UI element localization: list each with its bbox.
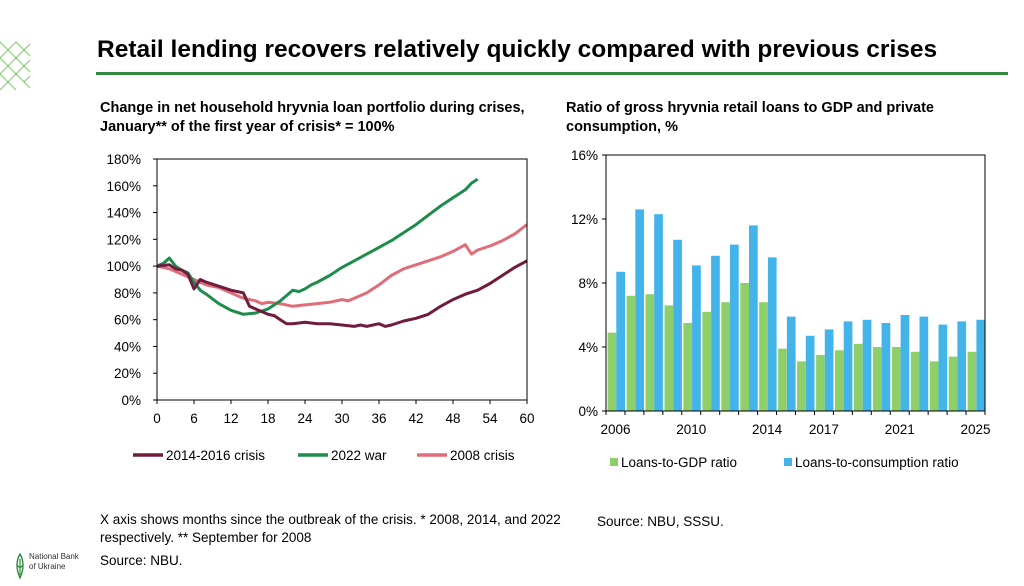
page-title: Retail lending recovers relatively quick… xyxy=(97,36,938,63)
right-chart-source: Source: NBU, SSSU. xyxy=(597,514,724,529)
bar-gdp-2020 xyxy=(872,347,882,411)
x-tick-label: 12 xyxy=(223,411,238,426)
x-tick-label: 2017 xyxy=(809,422,839,437)
x-tick-label: 2010 xyxy=(676,422,706,437)
bar-gdp-2008 xyxy=(645,294,655,411)
bar-consumption-2015 xyxy=(786,316,796,411)
left-chart-source: Source: NBU. xyxy=(100,553,183,568)
y-tick-label: 140% xyxy=(106,206,141,221)
y-tick-label: 160% xyxy=(106,179,141,194)
x-tick-label: 2006 xyxy=(600,422,630,437)
line-series-2 xyxy=(156,223,528,308)
y-tick-label: 16% xyxy=(571,148,598,163)
y-tick-label: 100% xyxy=(106,259,141,274)
bar-consumption-2025 xyxy=(976,319,986,411)
bar-gdp-2007 xyxy=(626,295,636,411)
x-tick-label: 54 xyxy=(482,411,498,426)
bar-consumption-2016 xyxy=(805,335,815,411)
x-tick-label: 2014 xyxy=(752,422,783,437)
left-chart-title: Change in net household hryvnia loan por… xyxy=(100,100,525,135)
bar-gdp-2016 xyxy=(797,361,806,411)
x-tick-label: 36 xyxy=(371,411,386,426)
bar-consumption-2010 xyxy=(692,265,701,411)
bar-gdp-2014 xyxy=(759,302,768,411)
bar-gdp-2011 xyxy=(702,311,712,411)
x-tick-label: 2021 xyxy=(885,422,915,437)
bar-consumption-2022 xyxy=(919,316,929,411)
bar-gdp-2024 xyxy=(948,356,958,411)
bar-gdp-2009 xyxy=(664,305,674,411)
logo-line-1: National Bank xyxy=(29,552,79,561)
legend-label: Loans-to-GDP ratio xyxy=(621,455,737,470)
y-tick-label: 12% xyxy=(571,212,598,227)
bar-consumption-2013 xyxy=(749,225,758,411)
bar-consumption-2006 xyxy=(616,271,625,411)
y-tick-label: 40% xyxy=(114,339,141,354)
bar-gdp-2023 xyxy=(929,361,939,411)
title-underline xyxy=(96,72,1008,75)
x-tick-label: 48 xyxy=(445,411,460,426)
line-series-1 xyxy=(156,177,479,316)
bar-gdp-2021 xyxy=(891,347,901,411)
right-chart-title: Ratio of gross hryvnia retail loans to G… xyxy=(566,100,934,135)
x-tick-label: 18 xyxy=(260,411,275,426)
x-tick-label: 0 xyxy=(153,411,161,426)
bar-consumption-2018 xyxy=(843,321,853,411)
bar-gdp-2017 xyxy=(816,355,825,411)
nbu-logo-text: National Bank of Ukraine xyxy=(29,552,79,572)
bar-consumption-2014 xyxy=(767,257,777,411)
bar-consumption-2009 xyxy=(673,239,682,411)
bar-gdp-2025 xyxy=(967,351,977,411)
legend-label: 2008 crisis xyxy=(450,448,515,463)
nbu-logo: National Bank of Ukraine xyxy=(14,551,114,581)
legend-swatch xyxy=(610,458,618,466)
y-tick-label: 8% xyxy=(578,276,598,291)
bar-gdp-2006 xyxy=(607,332,617,411)
y-tick-label: 20% xyxy=(114,366,141,381)
bar-consumption-2023 xyxy=(938,324,948,411)
bar-gdp-2013 xyxy=(740,283,749,411)
bar-consumption-2011 xyxy=(711,255,720,411)
bar-gdp-2015 xyxy=(778,348,787,411)
bar-consumption-2008 xyxy=(654,214,663,411)
bar-consumption-2021 xyxy=(900,315,910,411)
x-tick-label: 42 xyxy=(408,411,423,426)
bar-consumption-2020 xyxy=(881,323,891,411)
x-tick-label: 2025 xyxy=(961,422,991,437)
left-chart-footnote: X axis shows months since the outbreak o… xyxy=(100,512,561,545)
logo-line-2: of Ukraine xyxy=(29,562,66,571)
y-tick-label: 4% xyxy=(578,340,598,355)
bar-gdp-2010 xyxy=(683,323,693,411)
bar-consumption-2012 xyxy=(730,244,739,411)
y-tick-label: 80% xyxy=(114,286,141,301)
bar-consumption-2017 xyxy=(824,329,834,411)
decorative-pattern xyxy=(0,41,30,90)
bar-consumption-2007 xyxy=(635,209,644,411)
y-tick-label: 60% xyxy=(114,313,141,328)
y-tick-label: 120% xyxy=(106,232,141,247)
y-tick-label: 0% xyxy=(121,393,141,408)
y-tick-label: 180% xyxy=(106,152,141,167)
bar-gdp-2019 xyxy=(854,343,863,411)
legend-label: Loans-to-consumption ratio xyxy=(795,455,959,470)
bar-gdp-2018 xyxy=(835,350,844,411)
bar-gdp-2022 xyxy=(910,351,920,411)
legend-label: 2014-2016 crisis xyxy=(166,448,265,463)
bar-gdp-2012 xyxy=(721,302,730,411)
nbu-emblem-icon xyxy=(16,553,24,579)
legend-label: 2022 war xyxy=(331,448,387,463)
bar-consumption-2024 xyxy=(957,321,967,411)
x-tick-label: 60 xyxy=(519,411,534,426)
x-tick-label: 30 xyxy=(334,411,349,426)
y-tick-label: 0% xyxy=(578,404,598,419)
legend-swatch xyxy=(784,458,792,466)
x-tick-label: 6 xyxy=(190,411,198,426)
bar-consumption-2019 xyxy=(862,319,872,411)
x-tick-label: 24 xyxy=(297,411,313,426)
line-series-0 xyxy=(156,259,528,328)
